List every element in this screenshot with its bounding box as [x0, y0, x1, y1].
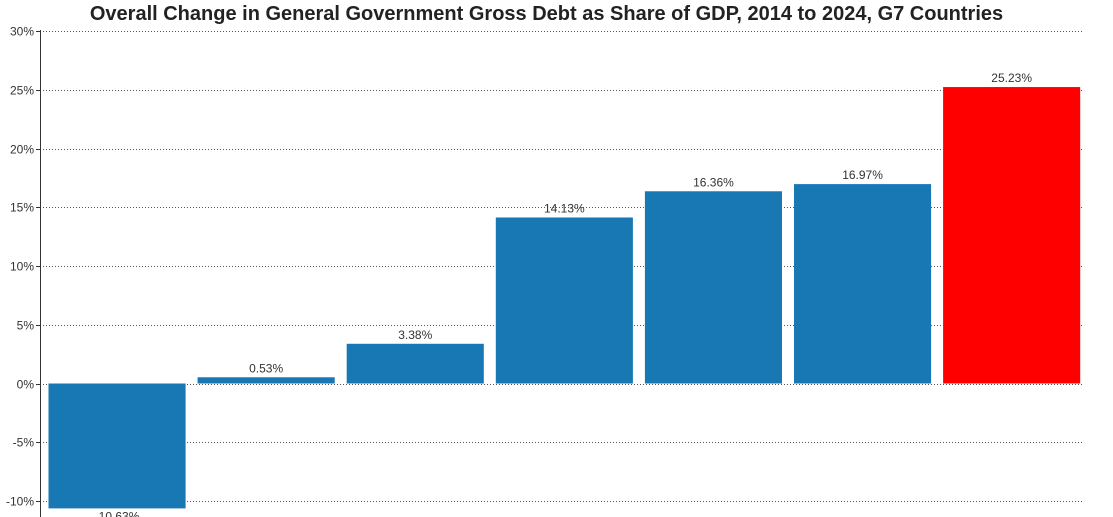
y-tick-label: 0% [17, 378, 35, 392]
y-axis: 30% 25% 20% 15% 10% 5% 0% -5% -10% [6, 25, 41, 517]
data-label: 16.36% [693, 175, 734, 189]
y-tick-label: 20% [10, 143, 34, 157]
bar [943, 87, 1081, 384]
y-tick-label: 10% [10, 260, 34, 274]
chart-title: Overall Change in General Government Gro… [89, 3, 1004, 25]
y-tick-label: -10% [6, 495, 34, 509]
bar [197, 377, 335, 384]
y-tick-label: 15% [10, 201, 34, 215]
data-label: 16.97% [842, 168, 883, 182]
data-label: 0.53% [249, 361, 283, 375]
data-label: -10.63% [95, 509, 140, 517]
data-label: 14.13% [544, 201, 585, 215]
bar [495, 217, 633, 384]
bar [794, 184, 932, 384]
y-tick-label: 5% [17, 319, 35, 333]
y-tick-label: -5% [13, 436, 35, 450]
y-tick-label: 25% [10, 84, 34, 98]
data-label: 25.23% [991, 71, 1032, 85]
bars [48, 87, 1081, 509]
bar [346, 343, 484, 384]
data-label: 3.38% [398, 328, 432, 342]
y-tick-label: 30% [10, 25, 34, 39]
data-labels: -10.63% 0.53% 3.38% 14.13% 16.36% 16.97% 25.23… [95, 71, 1033, 517]
bar [644, 191, 782, 384]
bar [48, 383, 186, 509]
